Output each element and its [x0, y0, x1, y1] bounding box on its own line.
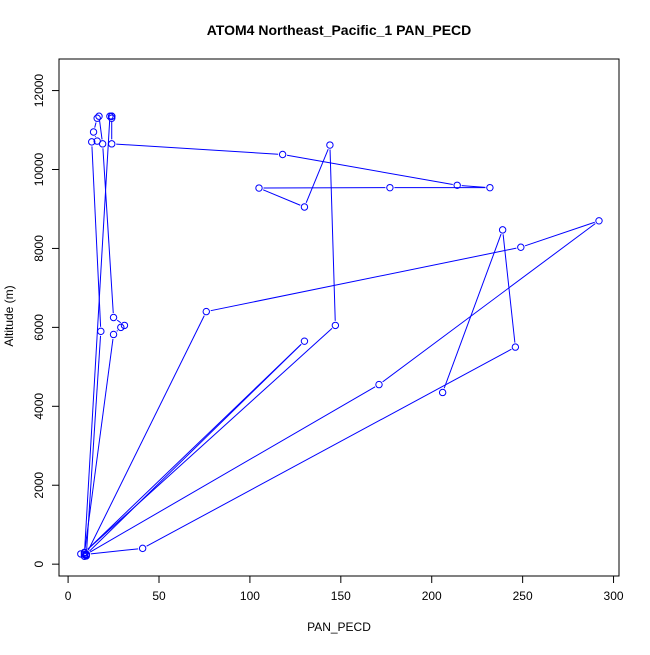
y-tick-label: 4000: [32, 393, 46, 420]
x-tick-label: 50: [152, 589, 166, 603]
x-tick-label: 300: [604, 589, 624, 603]
x-tick-label: 200: [422, 589, 442, 603]
y-tick-label: 8000: [32, 235, 46, 262]
y-axis-label: Altitude (m): [2, 285, 16, 346]
x-tick-label: 250: [513, 589, 533, 603]
y-tick-label: 10000: [32, 152, 46, 186]
y-tick-label: 12000: [32, 74, 46, 108]
y-tick-label: 6000: [32, 314, 46, 341]
x-axis-label: PAN_PECD: [307, 620, 371, 634]
y-tick-label: 2000: [32, 472, 46, 499]
x-tick-label: 100: [240, 589, 260, 603]
chart-title: ATOM4 Northeast_Pacific_1 PAN_PECD: [207, 22, 472, 38]
series-segment: [117, 331, 118, 332]
y-tick-label: 0: [32, 561, 46, 568]
x-tick-label: 150: [331, 589, 351, 603]
x-tick-label: 0: [65, 589, 72, 603]
